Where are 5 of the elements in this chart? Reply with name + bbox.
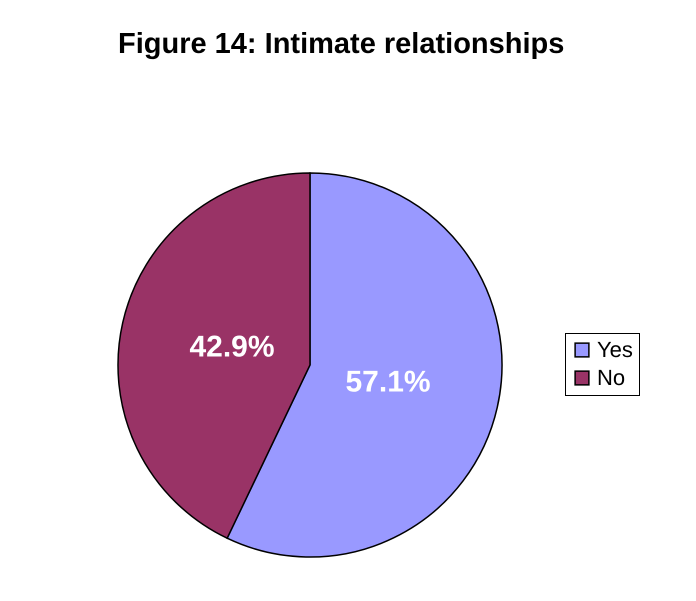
data-label: 42.9%	[189, 330, 275, 364]
legend-label: Yes	[597, 337, 633, 362]
legend-label: No	[597, 365, 626, 390]
data-label: 57.1%	[345, 366, 431, 399]
chart-title: Figure 14: Intimate relationships	[118, 28, 564, 60]
